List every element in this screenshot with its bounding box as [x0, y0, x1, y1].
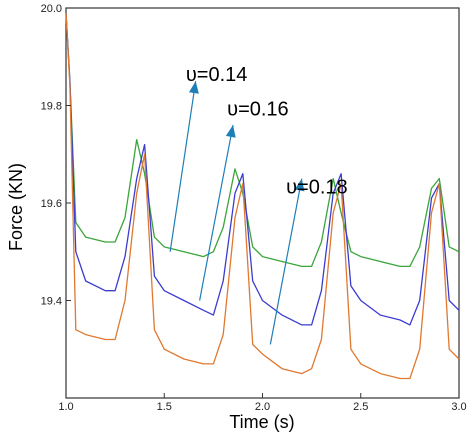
- x-tick-label: 2.0: [255, 401, 270, 413]
- x-tick-label: 1.0: [58, 401, 73, 413]
- y-axis-title: Force (KN): [6, 163, 26, 251]
- series-line-2: [65, 12, 460, 326]
- annotation-arrow-shaft: [169, 81, 197, 252]
- x-tick-label: 3.0: [451, 401, 466, 413]
- annotation-arrow-shaft: [199, 124, 234, 301]
- annotation-label-1: υ=0.14: [186, 64, 248, 86]
- y-tick-label: 20.0: [41, 3, 62, 15]
- series-line-1: [65, 12, 460, 268]
- y-tick-label: 19.8: [41, 101, 62, 113]
- x-tick-label: 1.5: [157, 401, 172, 413]
- tick-layer: 1.0 1.5 2.0 2.5 3.0 19.4 19.6 19.8 20.0: [41, 3, 467, 413]
- annotation-arrow-head: [188, 81, 199, 94]
- annotation-arrow-shaft: [269, 178, 303, 345]
- annotation-label-3: υ=0.18: [286, 176, 348, 198]
- x-tick-label: 2.5: [353, 401, 368, 413]
- annotation-arrow-head: [294, 178, 305, 192]
- x-axis-title: Time (s): [229, 412, 294, 432]
- y-tick-label: 19.6: [41, 198, 62, 210]
- y-tick-label: 19.4: [41, 296, 62, 308]
- plot-area: [65, 7, 460, 399]
- annotation-arrow-head: [225, 125, 236, 138]
- series-layer: [65, 12, 460, 380]
- annotation-label-2: υ=0.16: [227, 98, 289, 120]
- annotation-layer: υ=0.14 υ=0.16 υ=0.18: [169, 64, 348, 345]
- series-line-3: [65, 12, 460, 380]
